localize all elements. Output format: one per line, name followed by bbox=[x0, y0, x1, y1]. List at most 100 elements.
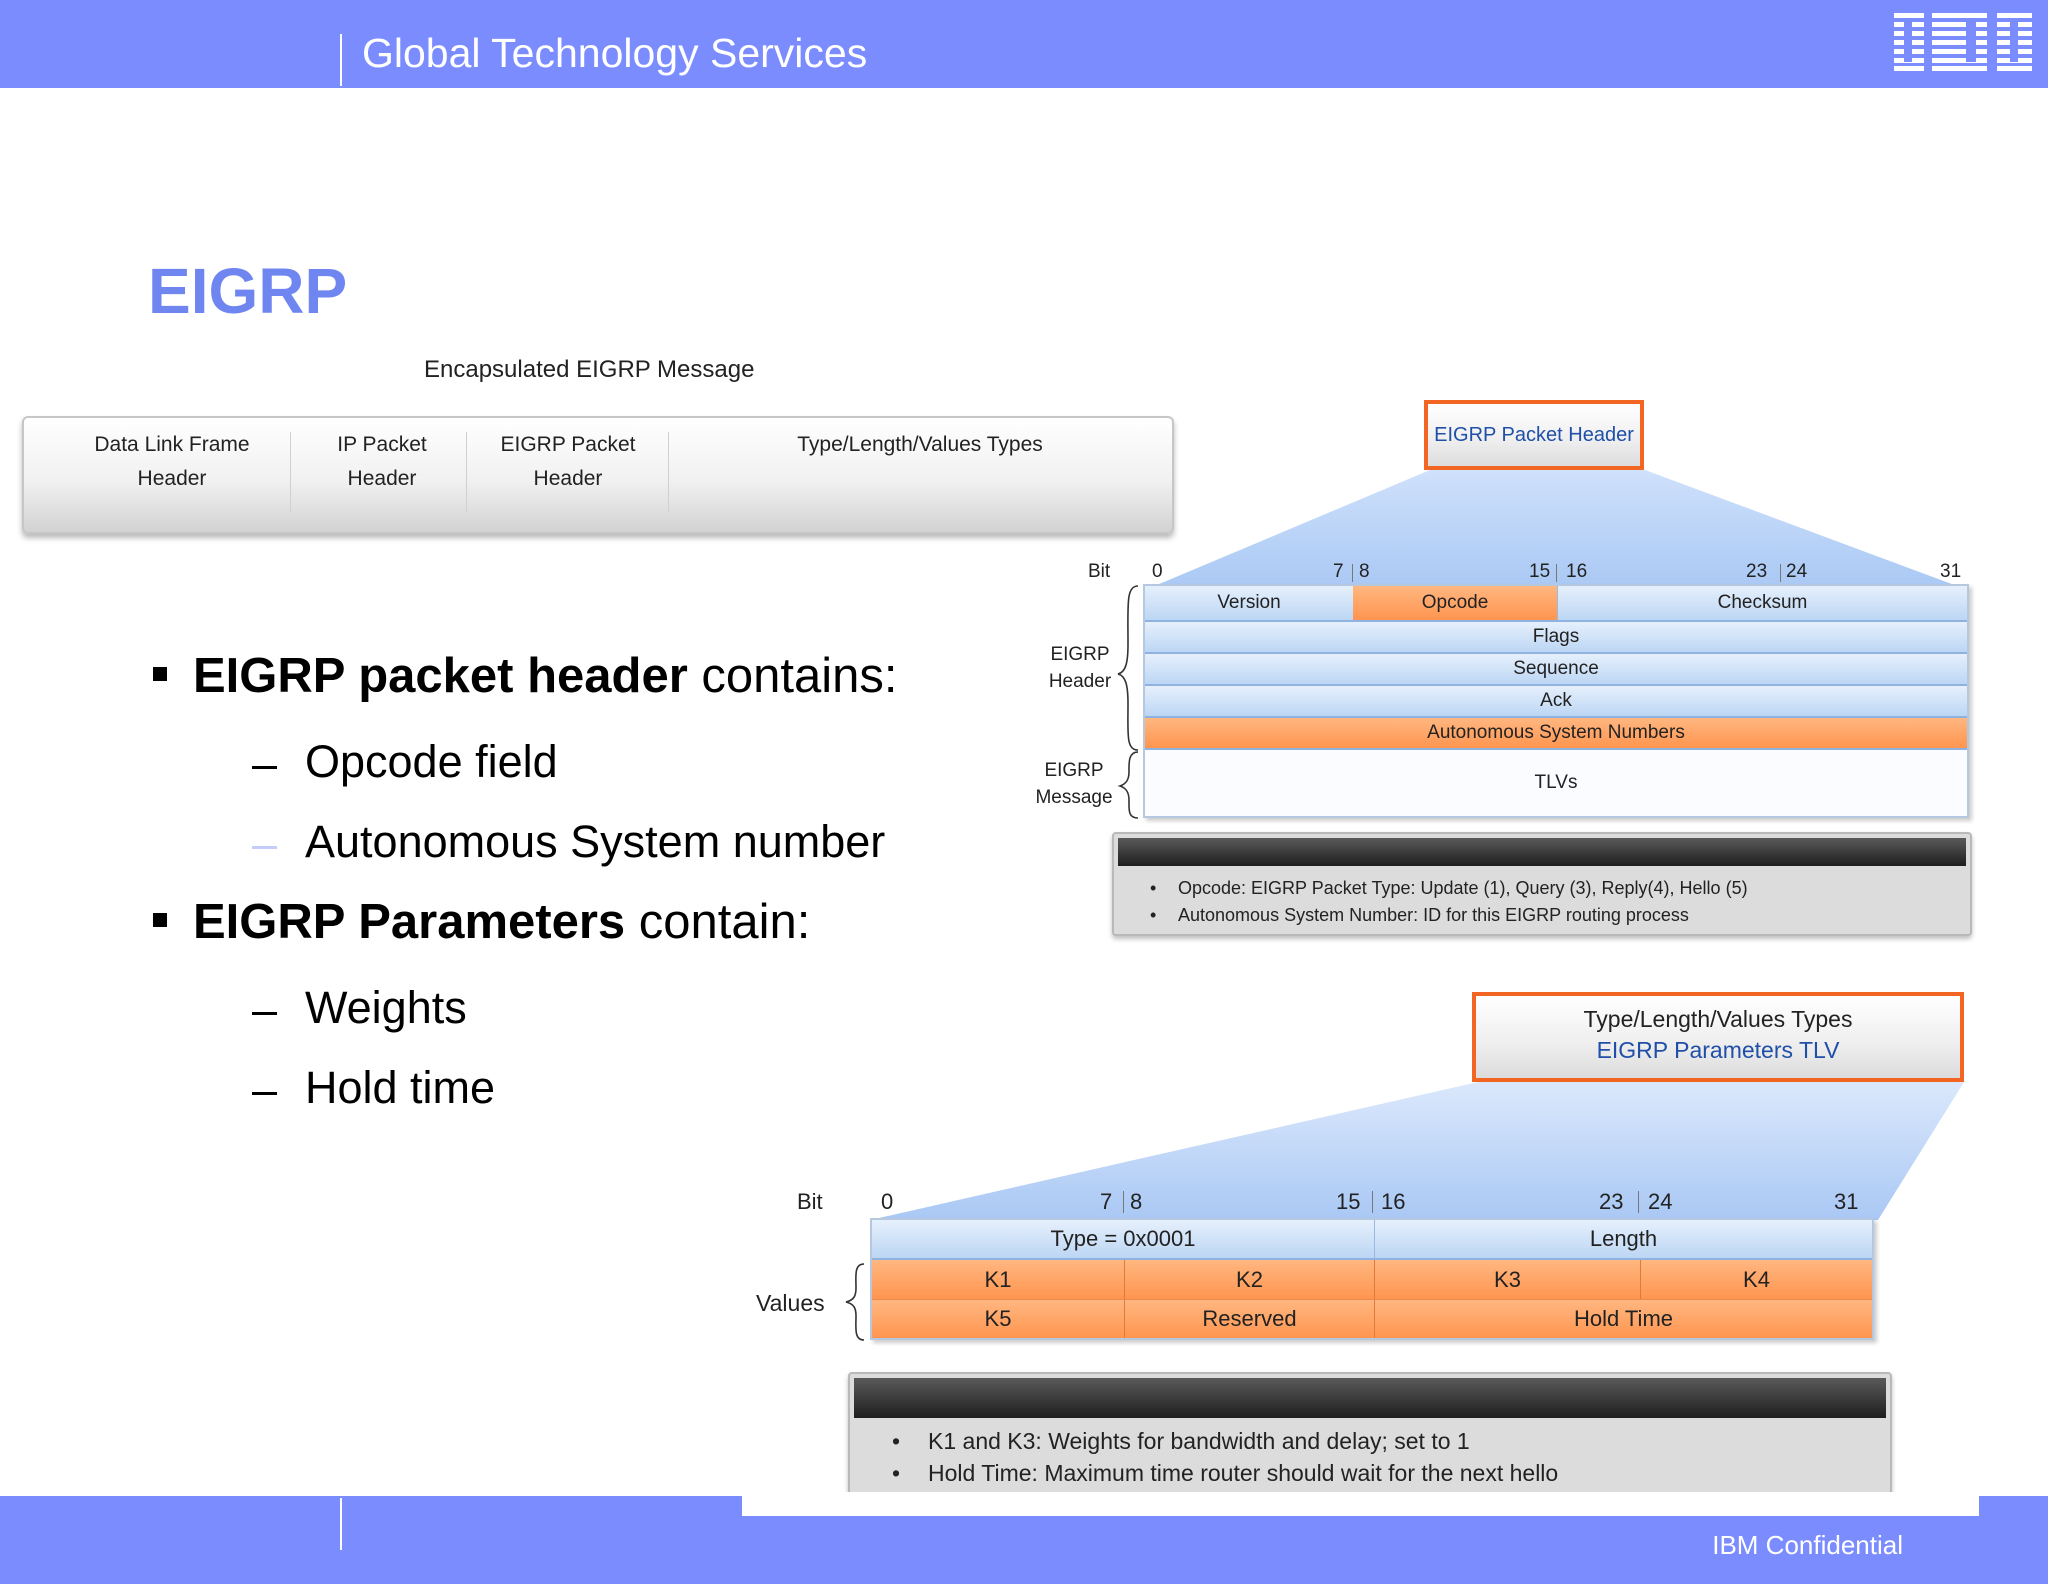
notes-bar bbox=[1118, 838, 1966, 866]
segment-line: Header bbox=[347, 467, 417, 490]
header-row-flags: Flags bbox=[1145, 622, 1967, 654]
field-sequence: Sequence bbox=[1145, 654, 1967, 684]
group-label-line: Message bbox=[1035, 787, 1113, 808]
bit-mark: 15 bbox=[1529, 561, 1551, 582]
callout-line-1: Type/Length/Values Types bbox=[1583, 1006, 1853, 1032]
sub-weights: Weights bbox=[305, 982, 467, 1033]
group-label-header: EIGRP Header bbox=[1040, 641, 1120, 695]
sub-dash: – bbox=[252, 984, 278, 1035]
fan-parameters-tlv bbox=[870, 1082, 1964, 1220]
bit-mark: 16 bbox=[1566, 561, 1588, 582]
field-checksum: Checksum bbox=[1557, 586, 1967, 620]
brace-icon bbox=[1117, 585, 1139, 751]
note-term: Hold Time: bbox=[928, 1460, 1038, 1486]
bit-mark: 31 bbox=[1834, 1189, 1859, 1214]
note-term: Opcode: bbox=[1178, 878, 1247, 898]
group-label-message: EIGRP Message bbox=[1026, 757, 1122, 811]
bit-mark: 23 bbox=[1599, 1189, 1624, 1214]
note-term: Autonomous System Number: bbox=[1178, 905, 1419, 925]
encapsulated-label: Encapsulated EIGRP Message bbox=[424, 356, 755, 383]
confidential-label: IBM Confidential bbox=[1712, 1530, 1903, 1560]
header-row-sequence: Sequence bbox=[1145, 654, 1967, 686]
segment-line: IP Packet bbox=[337, 433, 427, 456]
field-length: Length bbox=[1374, 1220, 1872, 1258]
bit-mark: 24 bbox=[1648, 1189, 1673, 1214]
tlv-row-2: K1 K2 K3 K4 bbox=[872, 1260, 1872, 1300]
bit-mark: 23 bbox=[1746, 561, 1768, 582]
note-line: • Hold Time: Maximum time router should w… bbox=[892, 1460, 1559, 1486]
bit-mark: 8 bbox=[1359, 561, 1370, 582]
notes-bar bbox=[854, 1378, 1886, 1418]
sub-dash: – bbox=[252, 818, 278, 869]
brace-icon bbox=[1117, 751, 1139, 819]
top-banner: Global Technology Services bbox=[0, 0, 2048, 88]
note-line: • Opcode: EIGRP Packet Type: Update (1), … bbox=[1150, 878, 1748, 898]
note-text: EIGRP Packet Type: Update (1), Query (3)… bbox=[1246, 878, 1748, 898]
bit-mark: 7 bbox=[1100, 1189, 1113, 1214]
field-reserved: Reserved bbox=[1124, 1300, 1374, 1338]
field-tlvs: TLVs bbox=[1145, 750, 1967, 816]
note-line: • K1 and K3: Weights for bandwidth and de… bbox=[892, 1428, 1470, 1454]
field-k2: K2 bbox=[1124, 1260, 1374, 1299]
field-flags: Flags bbox=[1145, 622, 1967, 652]
bullet-square bbox=[153, 913, 167, 927]
bit-mark: 0 bbox=[881, 1189, 894, 1214]
packet-header-notes: • Opcode: EIGRP Packet Type: Update (1), … bbox=[1112, 832, 1972, 936]
segment-divider bbox=[466, 432, 467, 512]
segment-line: Header bbox=[533, 467, 603, 490]
header-row-tlvs: TLVs bbox=[1145, 750, 1967, 816]
segment-ip-packet-header: IP Packet Header bbox=[292, 428, 472, 512]
note-line: • Autonomous System Number: ID for this E… bbox=[1150, 905, 1689, 925]
segment-divider bbox=[668, 432, 669, 512]
field-opcode: Opcode bbox=[1353, 586, 1557, 620]
sub-opcode-field: Opcode field bbox=[305, 736, 558, 787]
bit-mark: 31 bbox=[1940, 561, 1962, 582]
segment-line: Type/Length/Values Types bbox=[797, 433, 1043, 456]
packet-header-table: Version Opcode Checksum Flags Sequence A… bbox=[1143, 584, 1969, 818]
brace-icons bbox=[1117, 585, 1139, 819]
parameters-tlv-notes: • K1 and K3: Weights for bandwidth and de… bbox=[848, 1372, 1892, 1498]
note-text: ID for this EIGRP routing process bbox=[1418, 905, 1689, 925]
segment-line: Data Link Frame bbox=[94, 433, 250, 456]
bullet-rest: contains: bbox=[687, 649, 898, 703]
segment-divider bbox=[290, 432, 291, 512]
bullet-square bbox=[153, 667, 167, 681]
field-k1: K1 bbox=[872, 1260, 1124, 1299]
bit-label: Bit bbox=[797, 1189, 823, 1214]
bit-mark: 16 bbox=[1381, 1189, 1406, 1214]
field-autonomous-system-numbers: Autonomous System Numbers bbox=[1145, 718, 1967, 748]
field-hold-time: Hold Time bbox=[1374, 1300, 1872, 1338]
bullet-bold: EIGRP Parameters bbox=[193, 895, 626, 949]
field-k5: K5 bbox=[872, 1300, 1124, 1338]
group-label-line: EIGRP bbox=[1044, 760, 1104, 781]
bit-tick bbox=[1556, 564, 1557, 582]
field-k3: K3 bbox=[1374, 1260, 1640, 1299]
tlv-row-3: K5 Reserved Hold Time bbox=[872, 1300, 1872, 1338]
header-row-asn: Autonomous System Numbers bbox=[1145, 718, 1967, 750]
bit-tick bbox=[1638, 1191, 1639, 1213]
field-type: Type = 0x0001 bbox=[872, 1220, 1374, 1258]
field-version: Version bbox=[1145, 586, 1353, 620]
group-label-line: Header bbox=[1048, 671, 1112, 692]
segment-line: Header bbox=[137, 467, 207, 490]
brace-icon bbox=[845, 1263, 865, 1341]
header-row-1: Version Opcode Checksum bbox=[1145, 586, 1967, 622]
parameters-tlv-callout: Type/Length/Values Types EIGRP Parameter… bbox=[1472, 992, 1964, 1082]
note-text: Maximum time router should wait for the … bbox=[1037, 1460, 1559, 1486]
bit-label: Bit bbox=[1088, 561, 1111, 582]
encapsulated-message-bar: Data Link Frame Header IP Packet Header … bbox=[22, 416, 1174, 534]
packet-header-callout: EIGRP Packet Header bbox=[1424, 400, 1644, 470]
banner-divider bbox=[340, 1498, 342, 1550]
sub-autonomous-system-number: Autonomous System number bbox=[305, 816, 886, 867]
bit-mark: 15 bbox=[1336, 1189, 1361, 1214]
ibm-logo bbox=[1894, 13, 2032, 71]
header-row-ack: Ack bbox=[1145, 686, 1967, 718]
bit-tick bbox=[1780, 564, 1781, 582]
sub-dash: – bbox=[252, 738, 278, 789]
banner-divider bbox=[340, 34, 342, 86]
bullet-packet-header: EIGRP packet header contains: bbox=[193, 648, 898, 704]
bit-mark: 24 bbox=[1786, 561, 1808, 582]
segment-eigrp-packet-header: EIGRP Packet Header bbox=[468, 428, 668, 512]
footer-white-strip bbox=[742, 1492, 1979, 1516]
bit-tick bbox=[1372, 1191, 1373, 1213]
